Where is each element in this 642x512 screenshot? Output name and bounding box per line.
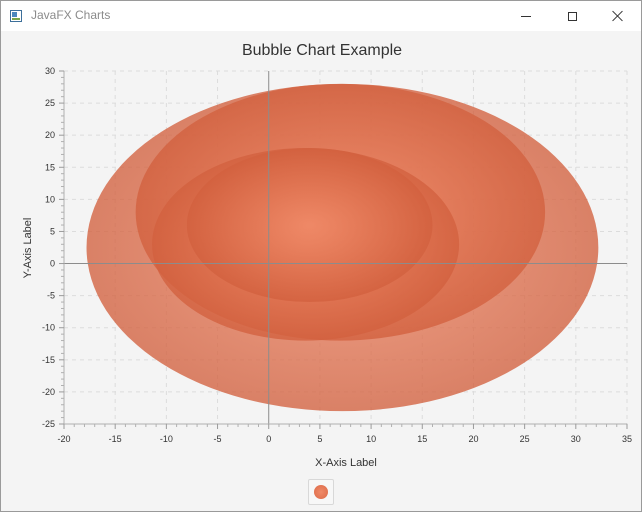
x-axis: -20 -15 -10 -5 0 5 10 15 20 25 30 35 [57,423,632,444]
bubble-series [86,83,599,412]
x-tick-label: 20 [468,434,478,444]
y-tick-label: 15 [45,162,55,172]
y-tick-label: -20 [42,387,55,397]
bubble [186,148,433,303]
x-tick-label: 25 [520,434,530,444]
x-tick-label: 15 [417,434,427,444]
y-tick-label: -5 [47,291,55,301]
x-tick-label: 10 [366,434,376,444]
x-tick-label: 30 [571,434,581,444]
y-axis: -25 -20 -15 -10 -5 0 5 10 15 20 25 30 [42,66,65,429]
x-tick-label: 0 [266,434,271,444]
y-tick-label: -25 [42,419,55,429]
maximize-icon [567,11,577,21]
title-bar[interactable]: JavaFX Charts [1,1,641,31]
y-tick-label: 10 [45,194,55,204]
zero-axis-lines [64,71,627,424]
close-button[interactable] [595,1,641,31]
y-tick-label: 0 [50,259,55,269]
maximize-button[interactable] [549,1,595,31]
close-icon [612,10,624,22]
y-tick-label: 5 [50,226,55,236]
x-tick-label: -10 [160,434,173,444]
x-tick-label: 5 [317,434,322,444]
y-axis-label: Y-Axis Label [22,218,34,279]
bubble-chart: Bubble Chart Example -20 -15 -10 -5 0 5 10 15 20… [22,42,632,469]
x-tick-label: -20 [57,434,70,444]
y-tick-label: 25 [45,98,55,108]
y-tick-label: 30 [45,66,55,76]
minimize-button[interactable] [503,1,549,31]
legend-symbol [314,485,328,499]
x-tick-label: 35 [622,434,632,444]
y-tick-label: -15 [42,355,55,365]
x-axis-label: X-Axis Label [315,457,377,469]
y-tick-label: 20 [45,130,55,140]
y-tick-label: -10 [42,323,55,333]
chart-title: Bubble Chart Example [242,42,402,59]
java-app-icon [10,10,22,22]
x-tick-label: -15 [109,434,122,444]
legend [308,479,334,505]
window-title: JavaFX Charts [31,8,111,22]
minimize-icon [521,15,531,17]
x-tick-label: -5 [214,434,222,444]
